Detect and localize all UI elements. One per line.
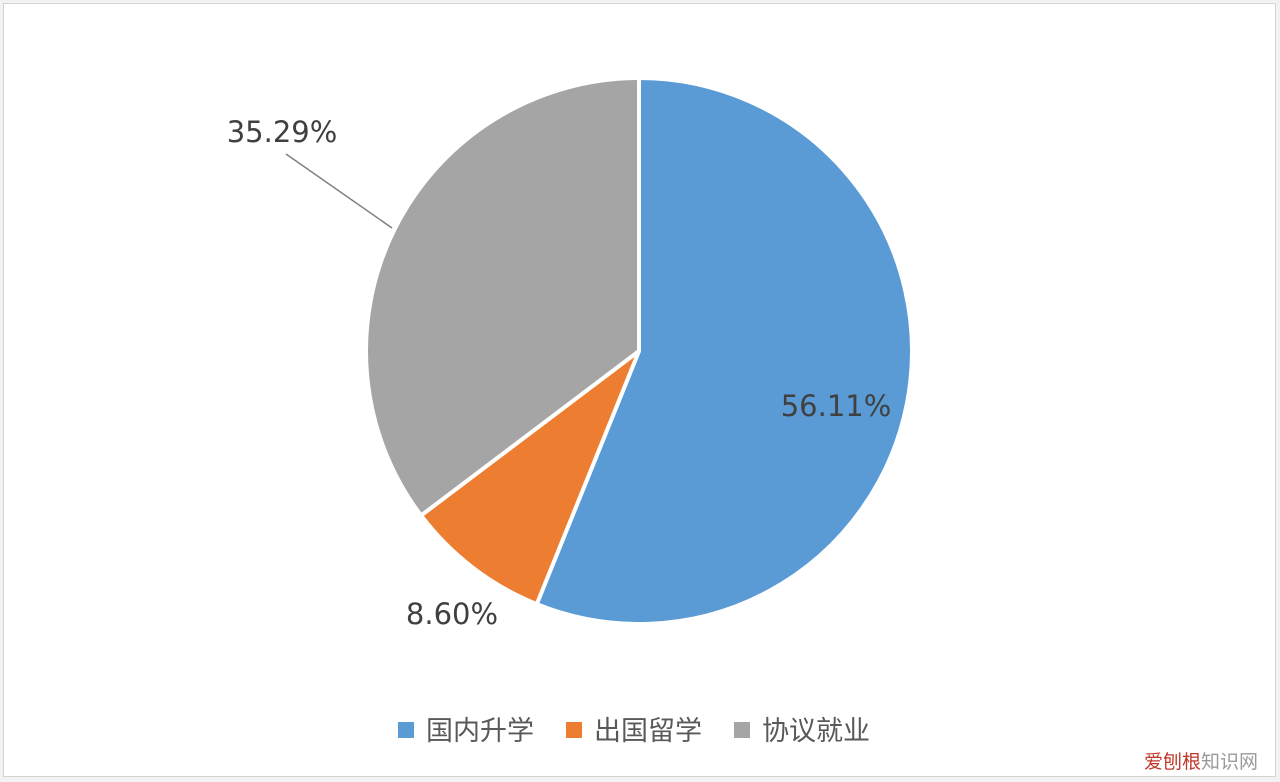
legend-label-3: 协议就业 <box>762 716 870 747</box>
legend-label-2: 出国留学 <box>594 716 702 747</box>
leader-line-3 <box>285 153 393 229</box>
watermark-site: 知识网 <box>1200 751 1258 773</box>
legend: 国内升学 出国留学 协议就业 <box>398 716 870 747</box>
data-label-1: 56.11% <box>781 389 892 423</box>
data-labels: 56.11% 8.60% 35.29% <box>227 115 892 631</box>
leader-lines <box>285 153 393 229</box>
pie-slice-3 <box>364 76 641 518</box>
data-label-2: 8.60% <box>406 597 498 631</box>
pie-slice-2 <box>419 349 641 607</box>
legend-swatch-2 <box>566 722 582 738</box>
data-label-3: 35.29% <box>227 115 338 149</box>
legend-label-1: 国内升学 <box>426 716 534 747</box>
legend-swatch-3 <box>734 722 750 738</box>
pie-slice-1 <box>534 76 914 626</box>
legend-swatch-1 <box>398 722 414 738</box>
watermark: 爱刨根知识网 <box>1144 747 1258 774</box>
watermark-brand: 爱刨根 <box>1143 751 1201 773</box>
pie-slices <box>364 76 914 626</box>
